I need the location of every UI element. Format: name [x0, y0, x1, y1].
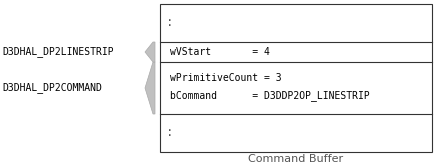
- Text: :: :: [166, 126, 174, 139]
- Text: D3DHAL_DP2LINESTRIP: D3DHAL_DP2LINESTRIP: [2, 46, 114, 57]
- Text: D3DHAL_DP2COMMAND: D3DHAL_DP2COMMAND: [2, 83, 102, 93]
- Polygon shape: [145, 42, 155, 62]
- Text: Command Buffer: Command Buffer: [248, 154, 343, 164]
- Text: wPrimitiveCount = 3: wPrimitiveCount = 3: [170, 73, 281, 83]
- Bar: [160, 4, 432, 152]
- Polygon shape: [145, 62, 155, 114]
- Text: bCommand      = D3DDP2OP_LINESTRIP: bCommand = D3DDP2OP_LINESTRIP: [170, 90, 370, 101]
- Text: wVStart       = 4: wVStart = 4: [170, 47, 270, 57]
- Text: :: :: [166, 16, 174, 30]
